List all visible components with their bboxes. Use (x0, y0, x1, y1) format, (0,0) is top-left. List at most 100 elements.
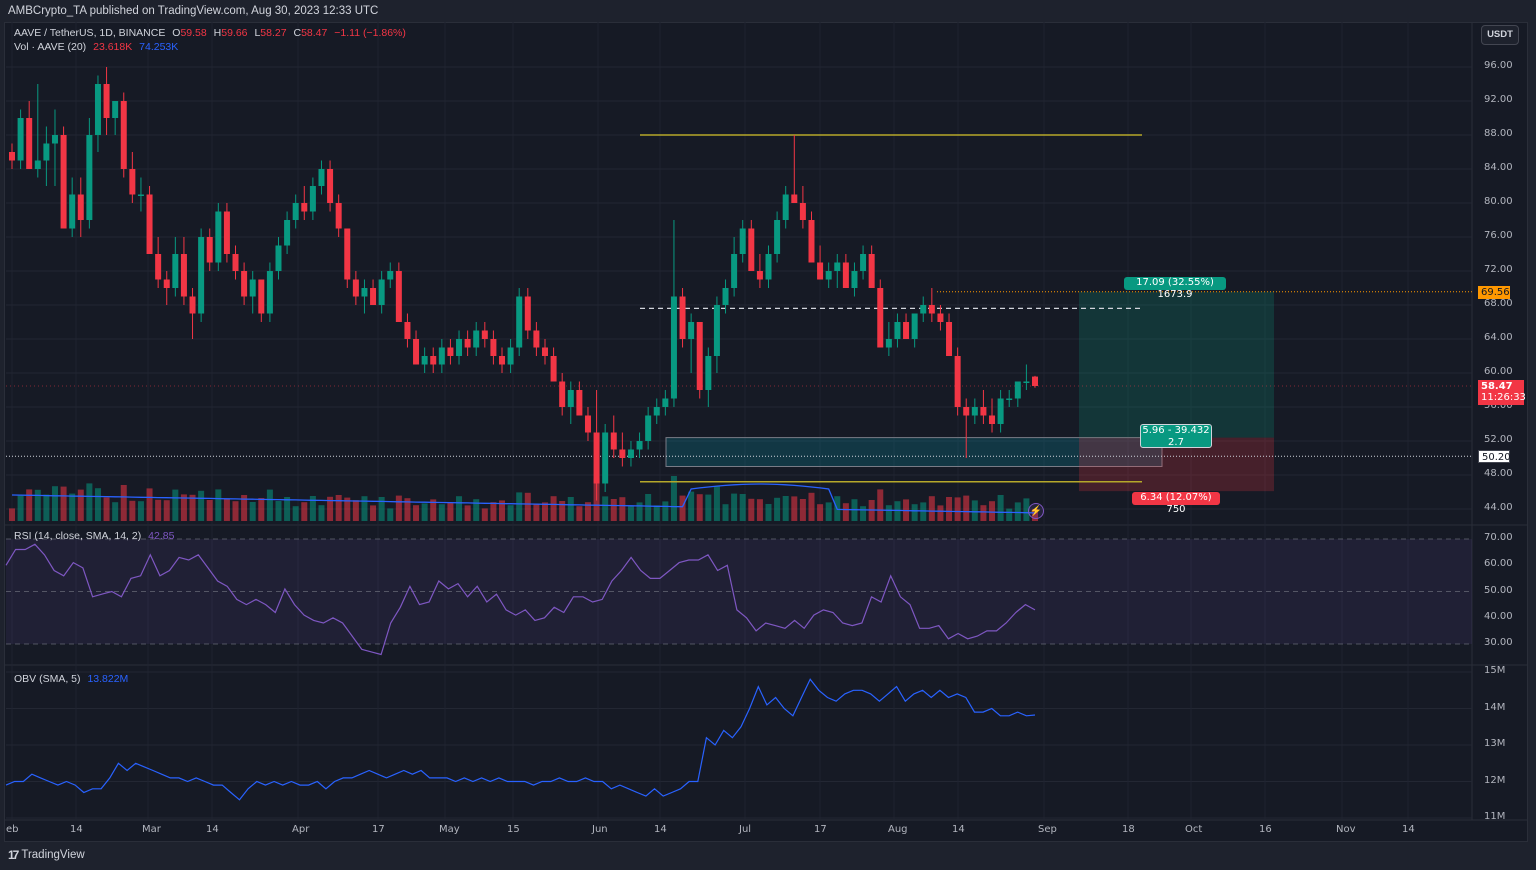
candle-body (77, 194, 84, 220)
candle-body (206, 237, 213, 263)
volume-bar (920, 502, 927, 521)
volume-bar (662, 501, 669, 521)
volume-bar (756, 499, 763, 521)
candle-body (413, 339, 420, 365)
candle-body (920, 305, 927, 314)
low-label: L (254, 27, 261, 39)
candle-body (971, 407, 978, 416)
price-axis-label: 84.00 (1484, 162, 1513, 173)
volume-bar (928, 496, 935, 521)
rsi-axis-label: 70.00 (1484, 532, 1513, 543)
candle-body (146, 194, 153, 254)
demand-zone (665, 437, 1163, 468)
candle-body (284, 220, 291, 246)
volume-bar (782, 496, 789, 521)
volume-bar (499, 500, 506, 521)
symbol-label[interactable]: AAVE / TetherUS, 1D, BINANCE (14, 27, 166, 39)
lightning-icon[interactable]: ⚡ (1028, 503, 1044, 519)
price-axis-label: 44.00 (1484, 502, 1513, 513)
price-axis-label: 72.00 (1484, 264, 1513, 275)
candle-body (877, 288, 884, 348)
candle-body (464, 339, 471, 348)
chart-frame[interactable] (4, 22, 1528, 842)
rsi-line (5, 543, 1036, 656)
candle-body (404, 322, 411, 339)
volume-bar (26, 489, 33, 521)
rsi-value: 42.85 (148, 530, 175, 542)
volume-bar (309, 496, 316, 521)
volume-bar (791, 496, 798, 521)
rsi-label[interactable]: RSI (14, close, SMA, 14, 2) (14, 530, 142, 542)
currency-button[interactable]: USDT (1481, 25, 1519, 45)
position-ratio-label[interactable]: 5.96 - 39.432 2.7 (1140, 424, 1212, 448)
close-value: 58.47 (301, 27, 328, 39)
volume-label[interactable]: Vol · AAVE (20) (14, 41, 87, 53)
candle-body (26, 118, 33, 169)
volume-bar (739, 494, 746, 521)
volume-bar (1023, 498, 1030, 521)
candle-body (705, 356, 712, 390)
candle-body (670, 296, 677, 399)
position-stop-label[interactable]: 6.34 (12.07%) 750 (1132, 492, 1220, 515)
time-axis-label: 14 (1402, 824, 1415, 835)
volume-bar (963, 495, 970, 521)
volume-bar (421, 503, 428, 521)
volume-bar (241, 495, 248, 521)
volume-bar (877, 489, 884, 521)
volume-bar (163, 500, 170, 521)
candle-body (688, 322, 695, 339)
candle-body (370, 288, 377, 305)
obv-axis-label: 15M (1484, 665, 1506, 676)
volume-bar (9, 508, 15, 521)
obv-label[interactable]: OBV (SMA, 5) (14, 673, 81, 685)
rsi-axis-label: 30.00 (1484, 637, 1513, 648)
candle-body (129, 169, 136, 195)
volume-bar (989, 501, 996, 521)
volume-ma-line (11, 483, 1036, 514)
tradingview-logo[interactable]: 17 TradingView (8, 848, 85, 862)
volume-bar (413, 505, 420, 521)
candle-body (327, 169, 334, 203)
volume-bar (653, 505, 660, 521)
candle-body (963, 407, 970, 416)
rsi-axis-label: 60.00 (1484, 558, 1513, 570)
tradingview-logo-icon: 17 (8, 848, 19, 862)
candle-body (602, 432, 609, 484)
volume-bar (799, 499, 806, 521)
candle-body (885, 339, 892, 348)
volume-bar (1014, 502, 1021, 521)
current-price-value: 58.47 (1481, 381, 1513, 392)
position-target-label[interactable]: 17.09 (32.55%) 1673.9 (1124, 277, 1226, 300)
candle-body (550, 356, 557, 382)
volume-bar (533, 504, 540, 521)
candle-body (748, 228, 755, 271)
volume-bar (215, 489, 222, 521)
volume-bar (748, 498, 755, 521)
candle-body (352, 279, 359, 297)
candle-body (980, 407, 987, 416)
volume-bar (335, 495, 342, 521)
candle-body (791, 194, 798, 203)
volume-bar (911, 504, 918, 521)
candle-body (946, 322, 953, 356)
position-ratio-line2: 2.7 (1168, 437, 1184, 448)
volume-bar (636, 502, 643, 521)
time-axis-label: Apr (292, 824, 310, 835)
candle-body (645, 415, 652, 441)
volume-bar (387, 508, 394, 521)
volume-bar (301, 502, 308, 521)
volume-bar (129, 500, 136, 521)
candle-body (928, 305, 935, 314)
volume-bar (103, 497, 110, 521)
volume-ma-value: 74.253K (139, 41, 179, 53)
main-legend: AAVE / TetherUS, 1D, BINANCE O59.58 H59.… (14, 27, 410, 39)
volume-bar (473, 499, 480, 521)
obv-axis-label: 12M (1484, 774, 1506, 786)
candle-body (378, 279, 385, 305)
volume-bar (51, 486, 58, 521)
volume-bar (842, 503, 849, 521)
price-axis-label: 56.00 (1484, 400, 1513, 411)
volume-bar (619, 497, 626, 521)
price-axis-label: 76.00 (1484, 230, 1513, 241)
